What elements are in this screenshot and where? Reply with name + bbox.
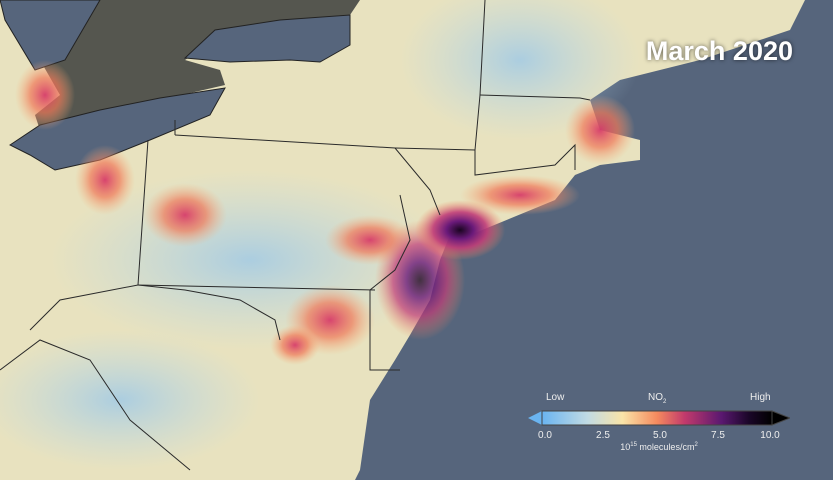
legend-tick: 7.5 (711, 430, 725, 441)
legend-tick: 5.0 (653, 430, 667, 441)
legend-unit: 1015 molecules/cm2 (528, 442, 790, 452)
legend-bar (541, 410, 773, 426)
unit-exponent: 15 (630, 442, 637, 448)
legend-high-label: High (750, 392, 771, 403)
unit-sup: 2 (694, 442, 698, 448)
lake-ontario (183, 14, 351, 63)
legend-colorbar (528, 410, 790, 426)
legend-variable-subscript: 2 (663, 399, 667, 405)
hotspot-pittsburgh (143, 183, 227, 247)
low-region (0, 330, 260, 470)
hotspot-cleveland (75, 145, 135, 215)
legend-tick: 0.0 (538, 430, 552, 441)
hotspot-dc (270, 325, 320, 365)
lake-erie (9, 87, 226, 171)
hotspot-nyc (415, 200, 505, 260)
legend-tick: 10.0 (760, 430, 780, 441)
legend-low-arrow (528, 411, 542, 425)
legend-variable-name: NO (648, 392, 663, 403)
color-legend: Low NO2 High 0.0 2.5 5.0 7.5 10.0 1015 m… (528, 392, 790, 456)
legend-tick: 2.5 (596, 430, 610, 441)
state-borders (0, 0, 591, 471)
hotspot-connecticut (460, 175, 580, 215)
no-data-land (35, 0, 360, 130)
map-title: March 2020 (645, 36, 793, 66)
hotspot-boston (565, 95, 635, 165)
unit-base: 10 (620, 442, 631, 452)
hotspot-detroit (15, 60, 75, 130)
unit-text: molecules/cm (636, 442, 695, 452)
legend-low-label: Low (546, 392, 565, 403)
legend-variable: NO2 (648, 392, 666, 405)
legend-high-arrow (771, 410, 790, 426)
